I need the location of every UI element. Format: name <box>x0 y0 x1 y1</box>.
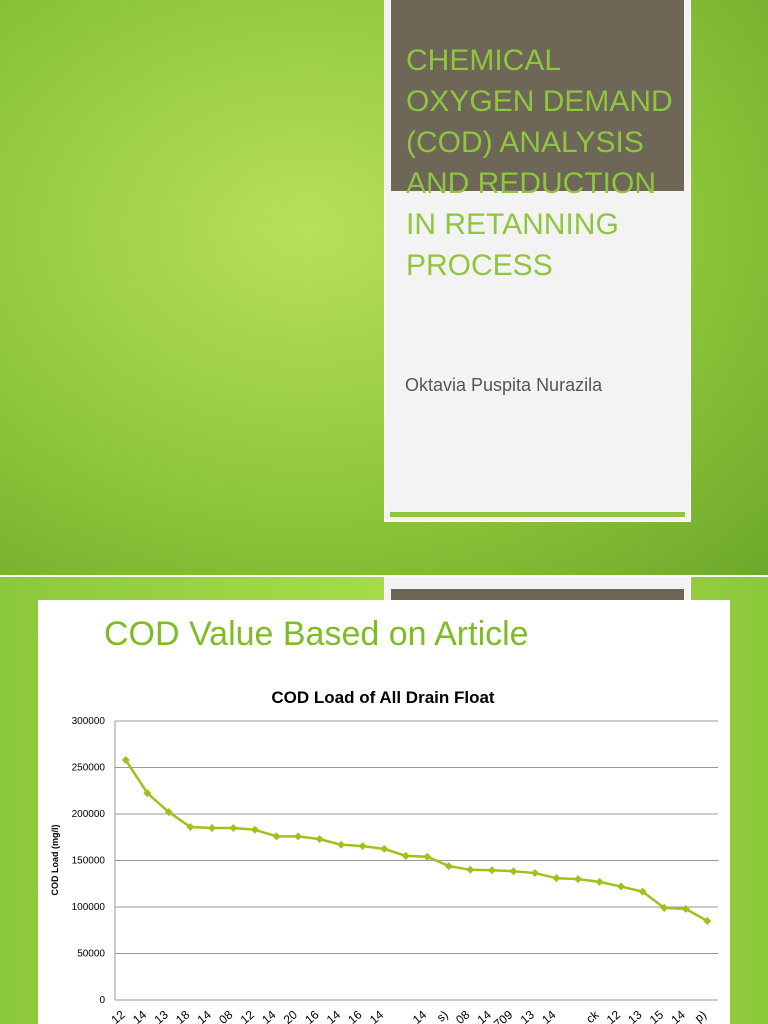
data-point <box>229 823 238 832</box>
data-point <box>552 874 561 883</box>
data-point <box>703 916 712 925</box>
data-point <box>574 875 583 884</box>
x-tick-label: 16 <box>302 1007 321 1024</box>
x-tick-label: 13 <box>625 1007 644 1024</box>
slide <box>0 0 768 575</box>
data-point <box>638 887 647 896</box>
x-tick-label: 18 <box>173 1007 192 1024</box>
data-point <box>487 866 496 875</box>
y-axis-label: COD Load (mg/l) <box>50 825 60 896</box>
data-point <box>207 823 216 832</box>
x-tick-label: 12 <box>108 1007 127 1024</box>
x-tick-label: 14 <box>367 1007 386 1024</box>
x-tick-label: ck <box>583 1007 602 1024</box>
x-tick-label: 20 <box>281 1007 300 1024</box>
chart-title: COD Load of All Drain Float <box>271 688 495 707</box>
x-tick-label: 12 <box>604 1007 623 1024</box>
x-tick-label: 12 <box>238 1007 257 1024</box>
x-tick-label: 14 <box>130 1007 149 1024</box>
data-point <box>380 844 389 853</box>
data-point <box>143 789 152 798</box>
x-tick-label: 14 <box>539 1007 558 1024</box>
x-tick-label: p) <box>692 1008 709 1024</box>
x-tick-label: 709 <box>491 1007 516 1024</box>
x-tick-label: 08 <box>453 1007 472 1024</box>
y-tick-label: 0 <box>99 995 105 1006</box>
x-tick-label: 16 <box>345 1007 364 1024</box>
data-point <box>660 903 669 912</box>
x-tick-label: 13 <box>518 1007 537 1024</box>
data-line <box>124 759 708 923</box>
data-point <box>272 832 281 841</box>
data-point <box>617 882 626 891</box>
y-tick-label: 250000 <box>72 763 106 774</box>
data-point <box>530 869 539 878</box>
y-tick-label: 200000 <box>72 809 106 820</box>
x-tick-label: 15 <box>647 1007 666 1024</box>
data-point <box>681 904 690 913</box>
data-point <box>401 851 410 860</box>
data-point <box>250 825 259 834</box>
slide-heading: COD Value Based on Article <box>104 615 529 653</box>
data-point <box>337 840 346 849</box>
data-point <box>509 867 518 876</box>
data-point <box>595 877 604 886</box>
y-tick-label: 150000 <box>72 856 106 867</box>
x-tick-label: 14 <box>259 1007 278 1024</box>
x-tick-label: 14 <box>410 1007 429 1024</box>
x-tick-label: 13 <box>152 1007 171 1024</box>
y-tick-label: 50000 <box>77 949 105 960</box>
x-tick-label: 08 <box>216 1007 235 1024</box>
data-point <box>164 808 173 817</box>
slide-title: CHEMICAL OXYGEN DEMAND (COD) ANALYSIS AN… <box>406 44 673 282</box>
data-point <box>444 862 453 871</box>
data-point <box>466 865 475 874</box>
data-point <box>186 823 195 832</box>
accent-bar <box>390 512 685 517</box>
author: Oktavia Puspita Nurazila <box>405 375 603 395</box>
data-point <box>423 852 432 861</box>
data-point <box>358 842 367 851</box>
y-tick-label: 100000 <box>72 902 106 913</box>
x-tick-label: s) <box>434 1008 451 1024</box>
data-point <box>294 832 303 841</box>
x-tick-label: 14 <box>324 1007 343 1024</box>
x-tick-label: 14 <box>195 1007 214 1024</box>
data-point <box>121 756 130 765</box>
title-box <box>384 0 691 522</box>
data-point <box>315 835 324 844</box>
x-tick-label: 14 <box>668 1007 687 1024</box>
y-tick-label: 300000 <box>72 716 106 727</box>
